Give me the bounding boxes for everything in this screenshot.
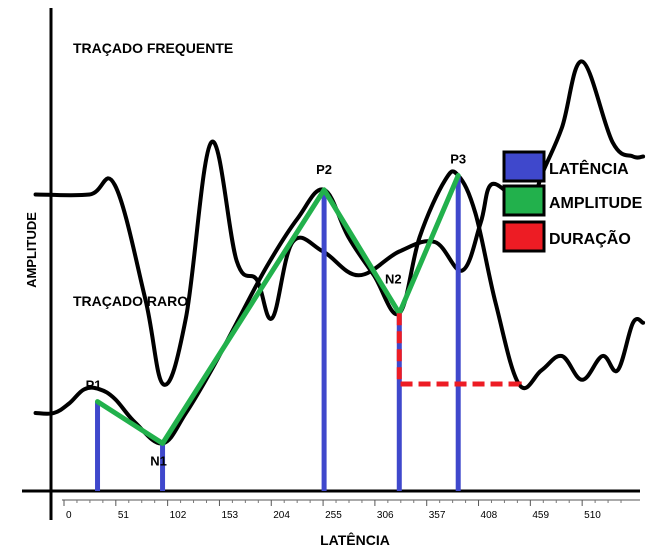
legend-label-latency: LATÊNCIA [549,159,629,178]
peak-label-p1: P1 [86,378,102,393]
x-tick-label: 357 [429,510,446,521]
x-tick-label: 408 [481,510,498,521]
frequent-trace-label: TRAÇADO FREQUENTE [73,40,233,56]
x-tick-label: 204 [273,510,290,521]
peak-label-p3: P3 [450,152,466,167]
x-tick-label: 255 [325,510,342,521]
legend: LATÊNCIA AMPLITUDE DURAÇÃO [502,150,643,253]
x-axis-title: LATÊNCIA [320,531,390,548]
legend-label-amplitude: AMPLITUDE [549,195,643,212]
x-tick-label: 0 [66,510,72,521]
x-tick-label: 306 [377,510,394,521]
y-axis-title: AMPLITUDE [24,212,39,288]
x-tick-label: 459 [532,510,549,521]
legend-label-duration: DURAÇÃO [549,228,631,248]
legend-item-latency: LATÊNCIA [502,150,629,183]
x-tick-label: 102 [170,510,187,521]
x-tick-label: 153 [221,510,238,521]
x-scale: 0 51 102 153 204 255 306 357 408 459 510 [62,499,640,521]
legend-item-amplitude: AMPLITUDE [502,184,643,217]
x-tick-label: 51 [118,510,130,521]
frequent-trace-line [33,59,646,387]
amplitude-line [95,173,461,446]
rare-trace-label: TRAÇADO RARO [73,293,188,309]
peak-label-p2: P2 [316,162,332,177]
peak-label-n2: N2 [385,271,402,286]
legend-item-duration: DURAÇÃO [502,220,631,253]
peak-label-n1: N1 [150,453,167,468]
x-tick-label: 510 [584,510,601,521]
duration-bracket [396,313,522,387]
